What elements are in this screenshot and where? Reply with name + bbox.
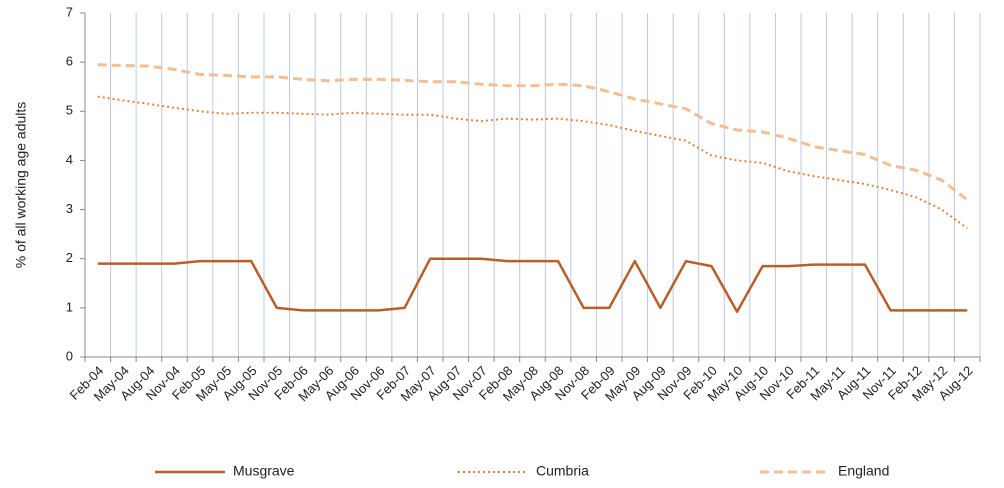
series-line [97,63,969,201]
y-tick-label: 0 [66,348,73,363]
y-tick-label: 7 [66,4,73,19]
series-line [97,95,968,230]
legend-label: England [838,463,889,479]
y-tick-label: 4 [66,152,73,167]
series-line [97,257,968,314]
y-axis-label: % of all working age adults [13,102,29,269]
y-tick-label: 3 [66,201,73,216]
y-tick-label: 1 [66,299,73,314]
legend-label: Cumbria [536,463,589,479]
y-tick-label: 2 [66,250,73,265]
y-tick-label: 6 [66,54,73,69]
legend-label: Musgrave [233,463,295,479]
y-tick-label: 5 [66,103,73,118]
